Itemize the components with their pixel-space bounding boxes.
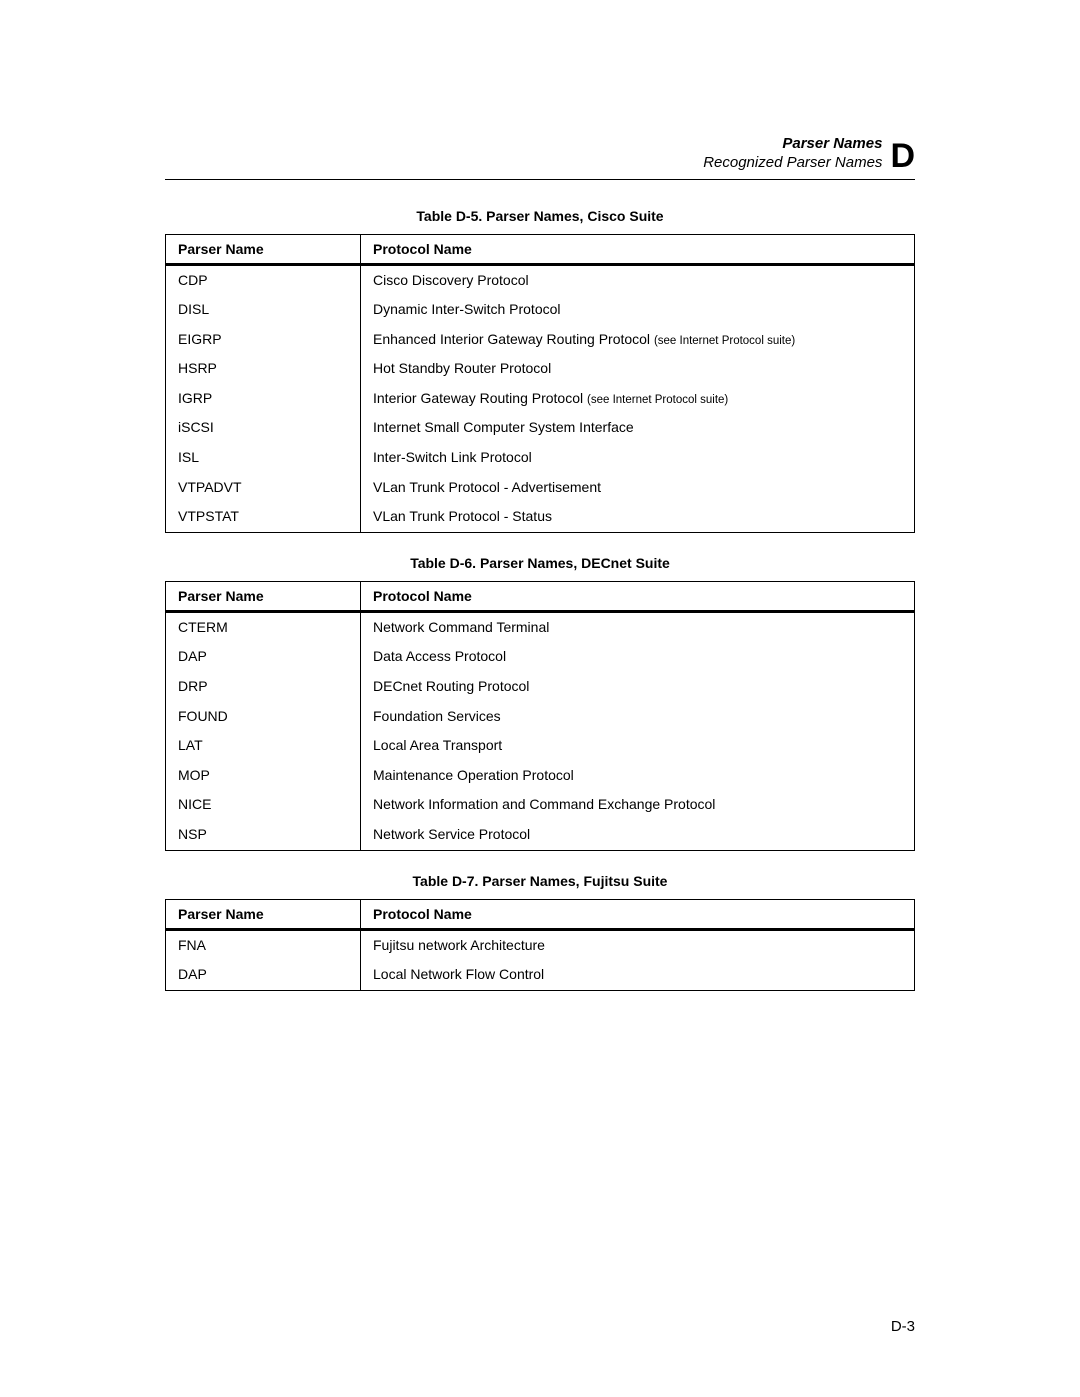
protocol-name-cell: Network Command Terminal — [361, 611, 915, 642]
table-row: DAPLocal Network Flow Control — [166, 960, 915, 990]
parser-name-cell: DISL — [166, 295, 361, 325]
table-row: EIGRPEnhanced Interior Gateway Routing P… — [166, 325, 915, 355]
protocol-name-cell: Maintenance Operation Protocol — [361, 761, 915, 791]
parser-name-cell: NICE — [166, 790, 361, 820]
table-caption: Table D-6. Parser Names, DECnet Suite — [165, 555, 915, 571]
protocol-name-cell: Foundation Services — [361, 702, 915, 732]
page-header: Parser Names Recognized Parser Names D — [165, 135, 915, 180]
parser-name-cell: FOUND — [166, 702, 361, 732]
protocol-name-cell: Network Information and Command Exchange… — [361, 790, 915, 820]
parser-table: Parser NameProtocol NameCTERMNetwork Com… — [165, 581, 915, 851]
table-caption: Table D-7. Parser Names, Fujitsu Suite — [165, 873, 915, 889]
table-row: DRPDECnet Routing Protocol — [166, 672, 915, 702]
protocol-name-cell: Internet Small Computer System Interface — [361, 413, 915, 443]
table-row: NICENetwork Information and Command Exch… — [166, 790, 915, 820]
parser-name-cell: MOP — [166, 761, 361, 791]
table-row: DISLDynamic Inter-Switch Protocol — [166, 295, 915, 325]
col-header-protocol-name: Protocol Name — [361, 234, 915, 264]
protocol-name-cell: Enhanced Interior Gateway Routing Protoc… — [361, 325, 915, 355]
table-row: CTERMNetwork Command Terminal — [166, 611, 915, 642]
parser-name-cell: ISL — [166, 443, 361, 473]
col-header-protocol-name: Protocol Name — [361, 899, 915, 929]
table-row: CDPCisco Discovery Protocol — [166, 264, 915, 295]
parser-name-cell: DAP — [166, 960, 361, 990]
protocol-name-cell: Dynamic Inter-Switch Protocol — [361, 295, 915, 325]
protocol-name-cell: Local Area Transport — [361, 731, 915, 761]
protocol-name-cell: VLan Trunk Protocol - Advertisement — [361, 473, 915, 503]
header-title: Parser Names — [703, 135, 882, 154]
protocol-name-cell: Hot Standby Router Protocol — [361, 354, 915, 384]
protocol-name-cell: Local Network Flow Control — [361, 960, 915, 990]
protocol-name-cell: DECnet Routing Protocol — [361, 672, 915, 702]
parser-name-cell: iSCSI — [166, 413, 361, 443]
col-header-protocol-name: Protocol Name — [361, 581, 915, 611]
protocol-name-cell: VLan Trunk Protocol - Status — [361, 502, 915, 532]
col-header-parser-name: Parser Name — [166, 581, 361, 611]
table-row: iSCSIInternet Small Computer System Inte… — [166, 413, 915, 443]
parser-name-cell: VTPADVT — [166, 473, 361, 503]
header-text-block: Parser Names Recognized Parser Names — [703, 135, 882, 173]
table-row: MOPMaintenance Operation Protocol — [166, 761, 915, 791]
parser-name-cell: HSRP — [166, 354, 361, 384]
parser-name-cell: FNA — [166, 929, 361, 960]
parser-name-cell: CDP — [166, 264, 361, 295]
protocol-name-cell: Interior Gateway Routing Protocol (see I… — [361, 384, 915, 414]
table-row: IGRPInterior Gateway Routing Protocol (s… — [166, 384, 915, 414]
table-row: FNAFujitsu network Architecture — [166, 929, 915, 960]
protocol-name-cell: Cisco Discovery Protocol — [361, 264, 915, 295]
parser-name-cell: DRP — [166, 672, 361, 702]
col-header-parser-name: Parser Name — [166, 899, 361, 929]
parser-name-cell: IGRP — [166, 384, 361, 414]
appendix-letter: D — [890, 139, 915, 173]
protocol-name-cell: Inter-Switch Link Protocol — [361, 443, 915, 473]
parser-name-cell: EIGRP — [166, 325, 361, 355]
table-row: NSPNetwork Service Protocol — [166, 820, 915, 850]
page-number: D-3 — [891, 1318, 915, 1335]
parser-name-cell: VTPSTAT — [166, 502, 361, 532]
header-subtitle: Recognized Parser Names — [703, 154, 882, 173]
parser-table: Parser NameProtocol NameFNAFujitsu netwo… — [165, 899, 915, 991]
parser-name-cell: DAP — [166, 642, 361, 672]
table-row: VTPADVTVLan Trunk Protocol - Advertiseme… — [166, 473, 915, 503]
parser-table: Parser NameProtocol NameCDPCisco Discove… — [165, 234, 915, 533]
protocol-suffix-note: (see Internet Protocol suite) — [654, 335, 795, 347]
table-caption: Table D-5. Parser Names, Cisco Suite — [165, 208, 915, 224]
page: Parser Names Recognized Parser Names D T… — [0, 0, 1080, 1397]
protocol-name-cell: Data Access Protocol — [361, 642, 915, 672]
table-row: FOUNDFoundation Services — [166, 702, 915, 732]
parser-name-cell: NSP — [166, 820, 361, 850]
protocol-name-cell: Network Service Protocol — [361, 820, 915, 850]
protocol-name-cell: Fujitsu network Architecture — [361, 929, 915, 960]
parser-name-cell: CTERM — [166, 611, 361, 642]
table-row: LATLocal Area Transport — [166, 731, 915, 761]
protocol-suffix-note: (see Internet Protocol suite) — [587, 394, 728, 406]
table-row: DAPData Access Protocol — [166, 642, 915, 672]
parser-name-cell: LAT — [166, 731, 361, 761]
table-row: ISLInter-Switch Link Protocol — [166, 443, 915, 473]
col-header-parser-name: Parser Name — [166, 234, 361, 264]
table-row: HSRPHot Standby Router Protocol — [166, 354, 915, 384]
table-row: VTPSTATVLan Trunk Protocol - Status — [166, 502, 915, 532]
tables-container: Table D-5. Parser Names, Cisco Suite Pars… — [165, 208, 915, 991]
